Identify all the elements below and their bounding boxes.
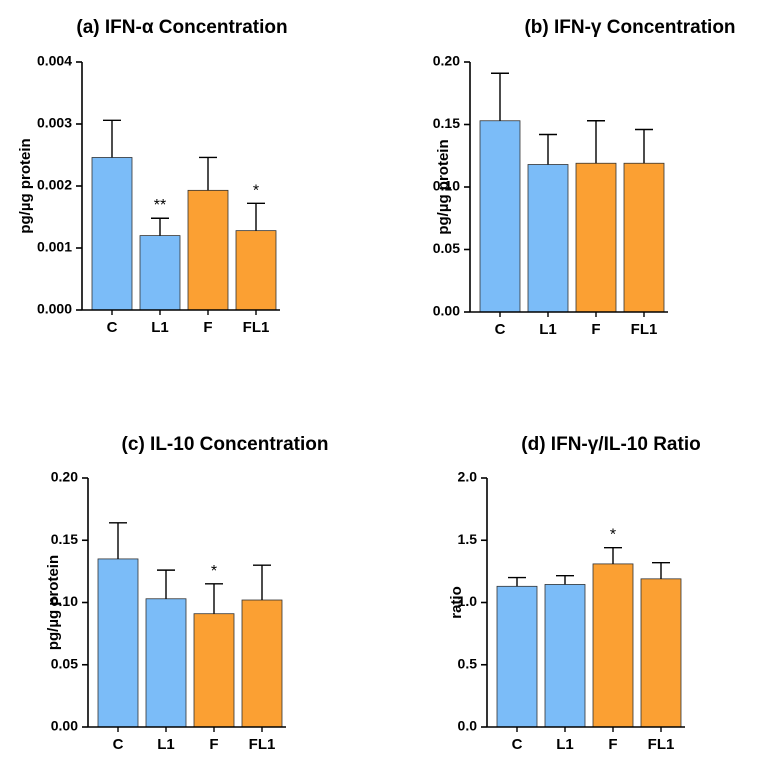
y-tick-label: 0.003 — [37, 115, 72, 131]
y-tick-label: 0.15 — [433, 115, 460, 131]
significance-marker: * — [211, 563, 217, 580]
x-tick-label: C — [113, 736, 124, 753]
chart-title: (b) IFN-γ Concentration — [524, 17, 735, 38]
y-tick-label: 0.001 — [37, 239, 72, 255]
bar-C — [496, 585, 538, 728]
x-tick-label: FL1 — [648, 736, 675, 753]
bar-FL1 — [235, 230, 277, 311]
bar-L1 — [527, 164, 569, 313]
chart-panel-1: (a) IFN-α Concentration pg/µg protein C ** L… — [17, 17, 288, 336]
x-tick-label: C — [495, 321, 506, 338]
chart-panel-3: (c) IL-10 Concentration pg/µg protein C L1 *… — [45, 434, 328, 753]
y-axis-label: pg/µg protein — [435, 139, 452, 234]
y-tick-label: 0.20 — [433, 53, 460, 69]
y-tick-label: 0.10 — [51, 593, 78, 609]
y-axis-label: pg/µg protein — [17, 138, 34, 233]
chart-panel-2: (b) IFN-γ Concentration pg/µg protein C L1 F… — [433, 17, 736, 338]
bar-FL1 — [640, 578, 682, 728]
chart-panel-4: (d) IFN-γ/IL-10 Ratio ratio C L1 * F FL1 0.0 0.5… — [448, 434, 701, 753]
x-tick-label: L1 — [151, 319, 169, 336]
bar-L1 — [139, 235, 181, 311]
x-tick-label: L1 — [157, 736, 175, 753]
y-tick-label: 0.000 — [37, 301, 72, 317]
x-tick-label: FL1 — [249, 736, 276, 753]
bar-FL1 — [241, 599, 283, 728]
y-tick-label: 0.5 — [458, 655, 478, 671]
y-tick-label: 2.0 — [458, 469, 478, 485]
y-tick-label: 0.15 — [51, 531, 78, 547]
y-tick-label: 0.20 — [51, 469, 78, 485]
bar-C — [97, 558, 139, 728]
x-tick-label: L1 — [556, 736, 574, 753]
chart-title: (d) IFN-γ/IL-10 Ratio — [521, 434, 700, 455]
chart-title: (c) IL-10 Concentration — [122, 434, 329, 455]
y-tick-label: 0.10 — [433, 178, 460, 194]
x-tick-label: F — [203, 319, 212, 336]
x-tick-label: F — [608, 736, 617, 753]
bar-C — [479, 120, 521, 313]
x-tick-label: F — [209, 736, 218, 753]
y-tick-label: 0.00 — [433, 303, 460, 319]
significance-marker: * — [610, 527, 616, 544]
y-tick-label: 0.05 — [433, 240, 460, 256]
y-tick-label: 0.0 — [458, 718, 478, 734]
bar-L1 — [544, 584, 586, 728]
y-axis-label: pg/µg protein — [45, 555, 62, 650]
bar-L1 — [145, 598, 187, 728]
y-tick-label: 0.002 — [37, 177, 72, 193]
bar-F — [575, 162, 617, 313]
chart-title: (a) IFN-α Concentration — [76, 17, 287, 38]
x-tick-label: FL1 — [243, 319, 270, 336]
x-tick-label: L1 — [539, 321, 557, 338]
y-tick-label: 0.05 — [51, 655, 78, 671]
y-tick-label: 0.00 — [51, 718, 78, 734]
significance-marker: * — [253, 182, 259, 199]
significance-marker: ** — [154, 197, 166, 214]
bar-F — [592, 563, 634, 728]
bar-F — [193, 613, 235, 728]
x-tick-label: C — [107, 319, 118, 336]
x-tick-label: FL1 — [631, 321, 658, 338]
bar-F — [187, 189, 229, 311]
x-tick-label: C — [512, 736, 523, 753]
y-tick-label: 1.0 — [458, 593, 478, 609]
x-tick-label: F — [591, 321, 600, 338]
bar-FL1 — [623, 162, 665, 313]
y-axis-label: ratio — [448, 586, 465, 619]
y-tick-label: 1.5 — [458, 531, 478, 547]
y-tick-label: 0.004 — [37, 53, 72, 69]
bar-C — [91, 157, 133, 311]
